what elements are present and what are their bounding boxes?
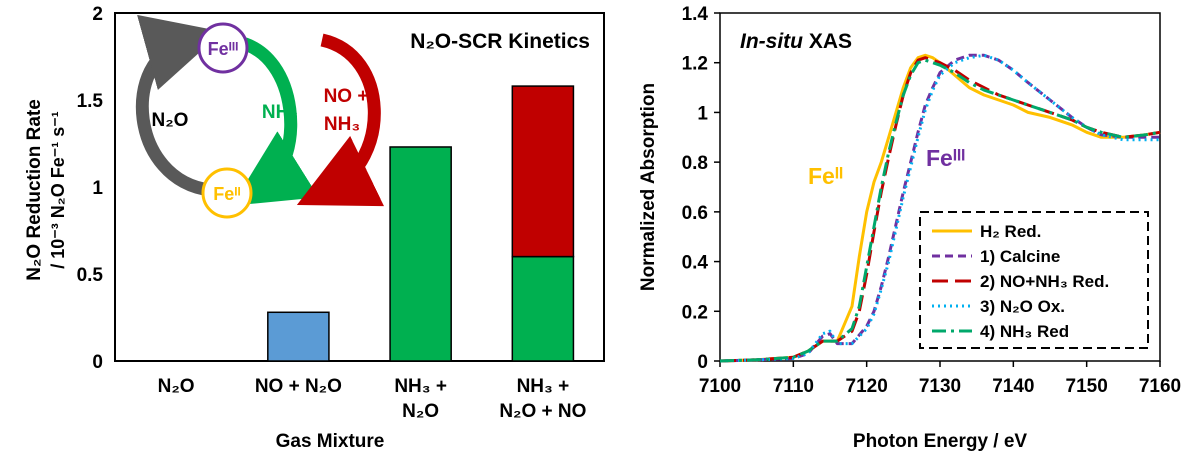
- bar-y-tick-label: 1: [92, 178, 103, 199]
- bar-x-category-label: NO + N₂O: [255, 376, 342, 397]
- no-nh3-reduction-arrow: [296, 33, 385, 207]
- no-nh3-cycle-label-line2: NH₃: [324, 114, 360, 135]
- bar-y-tick-label: 0.5: [77, 265, 104, 286]
- fe3-annotation: Feᴵᴵᴵ: [926, 145, 965, 171]
- legend-label: H₂ Red.: [980, 222, 1041, 241]
- xas-y-tick-label: 0.2: [682, 302, 708, 323]
- bar-segment: [267, 311, 330, 362]
- xas-series-line: [719, 53, 1160, 363]
- xas-y-ticks: 0 0.2 0.4 0.6 0.8 1 1.2 1.4: [682, 4, 720, 373]
- xas-series: [719, 53, 1161, 363]
- bar-x-category-label: N₂O: [402, 401, 439, 422]
- fe2-annotation: Feᴵᴵ: [808, 163, 843, 189]
- bar-plot-frame: [114, 12, 605, 362]
- bar-y-ticks: 0 0.5 1 1.5 2: [77, 4, 104, 373]
- bar-x-category-label: N₂O + NO: [499, 401, 586, 422]
- bar-y-tick-label: 1.5: [77, 91, 104, 112]
- nh3-reduction-arrow: [231, 35, 319, 206]
- fe2-label: Feᴵᴵ: [213, 184, 241, 204]
- xas-series-line: [719, 58, 1161, 363]
- xas-x-axis-label: Photon Energy / eV: [853, 431, 1028, 452]
- xas-y-tick-label: 0.8: [682, 153, 708, 174]
- bar-segment: [389, 146, 452, 362]
- xas-x-tick-label: 7110: [773, 376, 814, 397]
- xas-x-tick-label: 7130: [919, 376, 961, 397]
- legend-label: 2) NO+NH₃ Red.: [980, 272, 1109, 291]
- bar-y-tick-label: 0: [92, 352, 103, 373]
- xas-x-tick-label: 7120: [846, 376, 888, 397]
- xas-title-rest: XAS: [803, 30, 852, 53]
- xas-y-tick-label: 1: [697, 103, 708, 124]
- nh3-cycle-label: NH₃: [262, 102, 298, 123]
- bar-y-tick-label: 2: [92, 4, 103, 25]
- xas-y-tick-label: 1.4: [682, 4, 709, 25]
- xas-x-tick-label: 7150: [1066, 376, 1108, 397]
- no-nh3-cycle-label-line1: NO +: [324, 86, 369, 107]
- xas-x-tick-label: 7100: [699, 376, 741, 397]
- xas-y-tick-label: 0: [697, 352, 708, 373]
- xas-y-tick-label: 0.4: [682, 253, 709, 274]
- fe3-label: Feᴵᴵᴵ: [208, 39, 239, 59]
- n2o-oxidation-arrow: [136, 14, 223, 197]
- bar-y-axis-label-line2: / 10⁻³ N₂O Fe⁻¹ s⁻¹: [48, 111, 68, 269]
- xas-y-tick-label: 0.6: [682, 203, 708, 224]
- legend-label: 3) N₂O Ox.: [980, 297, 1065, 316]
- bar-chart: 0 0.5 1 1.5 2 N₂O NO + N₂O NH₃ + N₂O NH₃ + N₂O + …: [24, 4, 605, 452]
- n2o-cycle-label: N₂O: [152, 110, 189, 131]
- xas-x-tick-label: 7160: [1139, 376, 1181, 397]
- bar-chart-title: N₂O-SCR Kinetics: [410, 30, 590, 53]
- bar-x-category-label: N₂O: [158, 376, 195, 397]
- bar-segment: [511, 85, 575, 258]
- xas-x-ticks: 7100 7110 7120 7130 7140 7150 7160: [699, 361, 1181, 397]
- fe3-circle: [197, 22, 249, 74]
- legend-label: 1) Calcine: [980, 247, 1060, 266]
- xas-x-tick-label: 7140: [992, 376, 1034, 397]
- xas-title-italic: In-situ: [740, 30, 803, 53]
- bar-segment: [511, 255, 575, 362]
- bar-x-axis-label: Gas Mixture: [276, 431, 385, 452]
- xas-legend: H₂ Red. 1) Calcine 2) NO+NH₃ Red. 3) N₂O Ox…: [919, 211, 1149, 349]
- legend-label: 4) NH₃ Red: [980, 322, 1069, 341]
- xas-line-chart: 0 0.2 0.4 0.6 0.8 1 1.2 1.4 7100 7110 7120 7130 714…: [638, 4, 1181, 452]
- bar-series: [267, 85, 575, 362]
- catalytic-cycle-diagram: Feᴵᴵᴵ Feᴵᴵ N₂O NH₃ NO + NH₃: [136, 14, 385, 219]
- bar-x-categories: N₂O NO + N₂O NH₃ + N₂O NH₃ + N₂O + NO: [158, 376, 587, 422]
- xas-chart-title: In-situ XAS: [740, 30, 852, 53]
- bar-x-category-label: NH₃ +: [394, 376, 447, 397]
- xas-series-line: [719, 53, 1161, 363]
- xas-y-axis-label: Normalized Absorption: [638, 83, 659, 291]
- bar-y-axis-label-line1: N₂O Reduction Rate: [24, 99, 45, 281]
- bar-x-category-label: NH₃ +: [517, 376, 570, 397]
- fe2-circle: [201, 167, 253, 219]
- xas-y-tick-label: 1.2: [682, 54, 708, 75]
